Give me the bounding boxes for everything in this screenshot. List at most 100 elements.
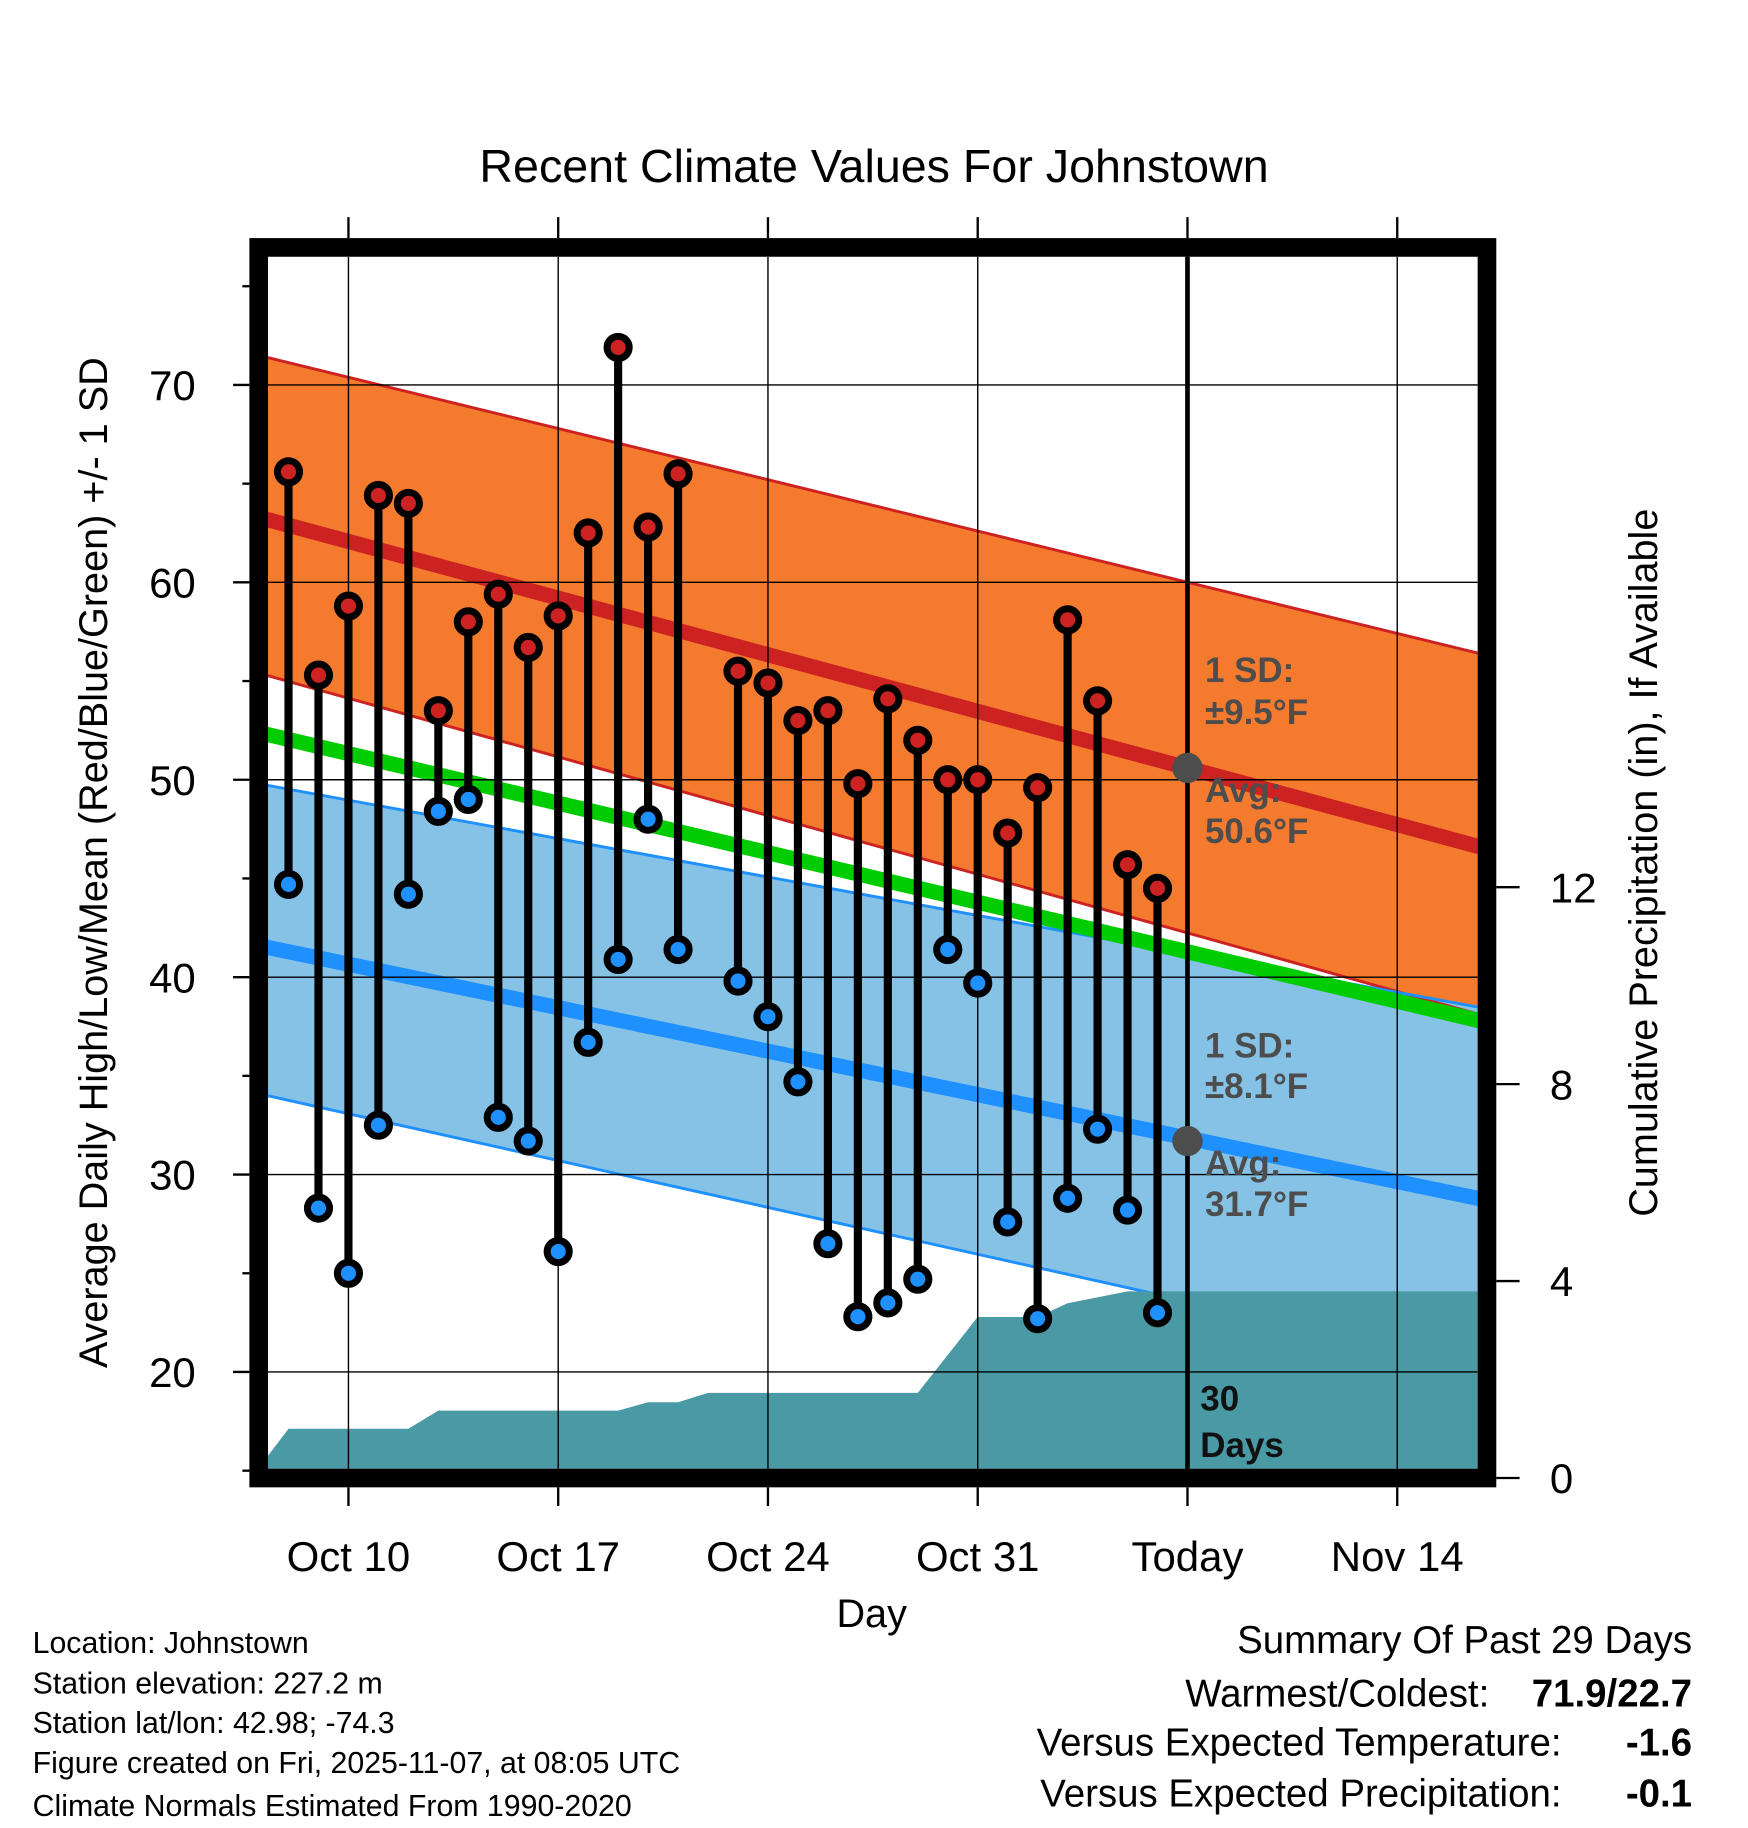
daily-low-point: [843, 1302, 873, 1332]
days-label: Days: [1200, 1426, 1284, 1465]
daily-high-point: [783, 705, 813, 736]
x-tick-label: Oct 31: [916, 1533, 1040, 1580]
footer-location: Location: Johnstown: [33, 1627, 309, 1660]
daily-high-point: [843, 769, 873, 799]
y2-tick-label: 12: [1550, 864, 1597, 911]
low-avg-line: [268, 939, 1478, 1207]
daily-low-point: [423, 796, 453, 826]
daily-low-point: [513, 1126, 543, 1156]
high-avg-line: [268, 511, 1478, 855]
daily-high-point: [903, 725, 933, 755]
summary-title: Summary Of Past 29 Days: [1237, 1619, 1692, 1662]
daily-low-point: [1112, 1195, 1143, 1225]
daily-high-point: [363, 480, 393, 511]
footer-normals: Climate Normals Estimated From 1990-2020: [33, 1790, 632, 1823]
daily-high-point: [603, 332, 633, 362]
daily-low-point: [933, 934, 963, 965]
daily-high-point: [1112, 850, 1143, 880]
daily-high-point: [543, 601, 573, 631]
daily-low-point: [963, 968, 993, 998]
high-avg-label: Avg:: [1205, 771, 1281, 810]
daily-high-point: [573, 518, 603, 548]
chart-title: Recent Climate Values For Johnstown: [479, 140, 1268, 192]
daily-low-point: [333, 1258, 364, 1288]
x-axis-label: Day: [836, 1592, 907, 1636]
warmest-coldest-value: 71.9/22.7: [1532, 1672, 1692, 1715]
daily-low-point: [723, 966, 753, 996]
y-tick-label: 40: [149, 954, 196, 1001]
daily-high-point: [813, 696, 843, 726]
low-avg-label: Avg:: [1205, 1144, 1281, 1183]
daily-high-point: [663, 459, 693, 489]
daily-high-point: [393, 488, 423, 518]
y2-axis-label: Cumulative Precipitation (in), If Availa…: [1622, 509, 1666, 1217]
y-tick-label: 20: [149, 1349, 196, 1396]
footer-created: Figure created on Fri, 2025-11-07, at 08…: [33, 1747, 680, 1780]
days-count: 30: [1200, 1379, 1239, 1418]
daily-low-point: [993, 1207, 1023, 1237]
daily-high-point: [423, 696, 453, 726]
x-tick-label: Oct 10: [287, 1533, 411, 1580]
daily-high-point: [303, 660, 334, 690]
daily-low-point: [1083, 1114, 1113, 1144]
y-tick-label: 70: [149, 362, 196, 409]
daily-low-point: [543, 1236, 573, 1267]
mean-line: [268, 726, 1478, 1029]
daily-low-point: [603, 944, 633, 974]
temp-vs-expected-label: Versus Expected Temperature:: [1037, 1721, 1562, 1764]
daily-low-point: [453, 784, 483, 815]
y-tick-label: 50: [149, 757, 196, 804]
footer-latlon: Station lat/lon: 42.98; -74.3: [33, 1707, 395, 1740]
precipitation-area: [268, 1291, 1478, 1469]
y-tick-label: 30: [149, 1152, 196, 1199]
daily-low-point: [1023, 1304, 1053, 1334]
daily-low-point: [633, 804, 663, 834]
x-tick-label: Today: [1132, 1533, 1244, 1580]
high-sd-value: ±9.5°F: [1205, 693, 1308, 732]
high-upper-line: [268, 356, 1478, 655]
daily-low-point: [753, 1002, 783, 1032]
daily-high-point: [333, 591, 364, 621]
high-lower-line: [268, 674, 1478, 1016]
x-tick-label: Oct 17: [496, 1533, 620, 1580]
y2-tick-label: 0: [1550, 1455, 1573, 1502]
low-sd-label: 1 SD:: [1205, 1026, 1294, 1065]
high-avg-value: 50.6°F: [1205, 812, 1308, 851]
high-sd-label: 1 SD:: [1205, 651, 1294, 690]
daily-low-point: [273, 869, 304, 899]
daily-low-point: [483, 1102, 513, 1132]
daily-high-point: [933, 765, 963, 795]
daily-high-point: [963, 765, 993, 795]
plot-frame: [249, 238, 1497, 1488]
daily-low-point: [813, 1229, 843, 1259]
daily-high-point: [1053, 605, 1083, 635]
daily-high-point: [633, 512, 663, 542]
precip-vs-expected-label: Versus Expected Precipitation:: [1040, 1773, 1561, 1816]
y2-tick-label: 8: [1550, 1061, 1573, 1108]
x-tick-label: Nov 14: [1331, 1533, 1464, 1580]
daily-low-point: [1142, 1298, 1173, 1328]
daily-low-point: [363, 1110, 393, 1140]
daily-low-point: [903, 1264, 933, 1294]
low-sd-value: ±8.1°F: [1205, 1067, 1308, 1106]
daily-low-point: [1053, 1183, 1083, 1213]
x-tick-label: Oct 24: [706, 1533, 830, 1580]
daily-high-point: [453, 607, 483, 637]
daily-low-point: [663, 934, 693, 965]
daily-low-point: [873, 1288, 903, 1318]
precip-vs-expected-value: -0.1: [1626, 1773, 1692, 1816]
daily-high-point: [1142, 873, 1173, 903]
daily-high-point: [723, 656, 753, 686]
daily-high-point: [1023, 773, 1053, 803]
y2-tick-label: 4: [1550, 1258, 1573, 1305]
daily-low-point: [393, 879, 423, 909]
y-tick-label: 60: [149, 559, 196, 606]
daily-high-point: [483, 579, 513, 609]
daily-high-point: [753, 668, 783, 698]
temp-vs-expected-value: -1.6: [1626, 1721, 1692, 1764]
daily-high-point: [993, 818, 1023, 848]
today-low-avg-marker: [1172, 1125, 1203, 1157]
footer-elevation: Station elevation: 227.2 m: [33, 1668, 383, 1701]
daily-high-point: [273, 457, 304, 487]
